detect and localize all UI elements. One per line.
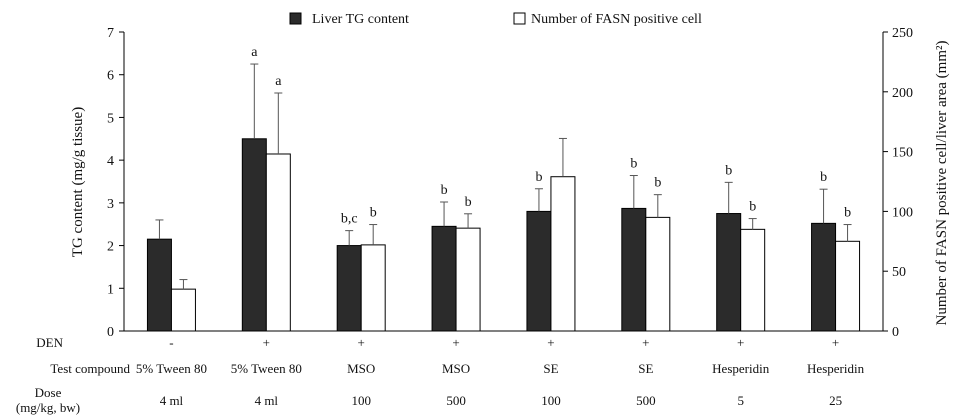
den-value: + bbox=[737, 335, 744, 350]
bar-tg bbox=[621, 207, 647, 332]
dose-value: 5 bbox=[737, 393, 744, 408]
test-compound-value: SE bbox=[543, 361, 558, 376]
dose-value: 25 bbox=[829, 393, 842, 408]
dose-value: 500 bbox=[636, 393, 656, 408]
legend-swatch-fasn bbox=[513, 12, 526, 25]
bar-tg bbox=[716, 213, 742, 332]
legend-label-fasn: Number of FASN positive cell bbox=[531, 12, 702, 27]
dose-value: 100 bbox=[351, 393, 371, 408]
legend-label-tg: Liver TG content bbox=[312, 12, 409, 27]
bar-fasn bbox=[170, 288, 196, 332]
significance-label: a bbox=[251, 45, 258, 60]
bar-fasn bbox=[265, 153, 291, 332]
axes: 0 1 2 3 4 5 6 7 0 50 100 150 200 250 bbox=[107, 26, 913, 340]
bar-fasn bbox=[835, 240, 861, 332]
significance-label: b bbox=[535, 170, 542, 185]
den-value: + bbox=[547, 335, 554, 350]
left-tick-label: 1 bbox=[107, 282, 114, 297]
right-tick-label: 0 bbox=[892, 325, 899, 340]
den-value: - bbox=[169, 335, 173, 350]
row-label-den: DEN bbox=[36, 335, 63, 350]
row-label-dose: Dose bbox=[35, 385, 62, 400]
den-value: + bbox=[452, 335, 459, 350]
bar-tg bbox=[811, 222, 837, 332]
right-tick-label: 200 bbox=[892, 86, 913, 101]
significance-label: b bbox=[465, 195, 472, 210]
significance-label: b bbox=[370, 206, 377, 221]
bar-tg bbox=[241, 138, 267, 332]
bar-fasn bbox=[740, 228, 766, 332]
left-tick-label: 7 bbox=[107, 26, 114, 41]
significance-label: b bbox=[725, 163, 732, 178]
legend-swatch-tg bbox=[289, 12, 302, 25]
test-compound-value: SE bbox=[638, 361, 653, 376]
bar-fasn bbox=[360, 244, 386, 332]
left-tick-label: 5 bbox=[107, 111, 114, 126]
left-tick-label: 4 bbox=[107, 154, 114, 169]
dose-value: 4 ml bbox=[255, 393, 279, 408]
test-compound-value: Hesperidin bbox=[807, 361, 865, 376]
right-tick-label: 50 bbox=[892, 265, 906, 280]
right-tick-label: 100 bbox=[892, 205, 913, 220]
row-label-dose-unit: (mg/kg, bw) bbox=[16, 400, 80, 415]
bar-tg bbox=[336, 245, 362, 332]
row-label-test-compound: Test compound bbox=[50, 361, 130, 376]
test-compound-value: Hesperidin bbox=[712, 361, 770, 376]
test-compound-value: 5% Tween 80 bbox=[231, 361, 302, 376]
left-tick-label: 3 bbox=[107, 197, 114, 212]
left-axis-title: TG content (mg/g tissue) bbox=[70, 107, 86, 257]
test-compound-value: MSO bbox=[347, 361, 375, 376]
significance-label: b bbox=[820, 170, 827, 185]
significance-label: b bbox=[654, 176, 661, 191]
bar-fasn bbox=[550, 176, 576, 332]
significance-label: b,c bbox=[341, 212, 358, 227]
bar-tg bbox=[431, 225, 457, 332]
left-tick-label: 2 bbox=[107, 240, 114, 255]
right-axis-title: Number of FASN positive cell/liver area … bbox=[934, 41, 950, 326]
left-tick-label: 0 bbox=[107, 325, 114, 340]
dose-value: 4 ml bbox=[160, 393, 184, 408]
test-compound-value: 5% Tween 80 bbox=[136, 361, 207, 376]
significance-label: b bbox=[630, 157, 637, 172]
right-tick-label: 150 bbox=[892, 146, 913, 161]
bar-fasn bbox=[455, 227, 481, 332]
test-compound-value: MSO bbox=[442, 361, 470, 376]
significance-label: b bbox=[844, 206, 851, 221]
den-value: + bbox=[642, 335, 649, 350]
bars: a a b,c b b b b b b b b b b bbox=[146, 45, 861, 332]
legend: Liver TG content Number of FASN positive… bbox=[289, 12, 702, 27]
significance-label: a bbox=[275, 74, 282, 89]
left-tick-label: 6 bbox=[107, 69, 114, 84]
den-value: + bbox=[832, 335, 839, 350]
den-value: + bbox=[263, 335, 270, 350]
bar-fasn bbox=[645, 216, 671, 332]
bar-tg bbox=[526, 210, 552, 332]
den-value: + bbox=[358, 335, 365, 350]
group-table: DEN Test compound Dose(mg/kg, bw) - 5% Tween… bbox=[16, 335, 865, 415]
dose-value: 100 bbox=[541, 393, 561, 408]
significance-label: b bbox=[441, 183, 448, 198]
bar-tg bbox=[146, 238, 172, 332]
right-tick-label: 250 bbox=[892, 26, 913, 41]
significance-label: b bbox=[749, 200, 756, 215]
dose-value: 500 bbox=[446, 393, 466, 408]
